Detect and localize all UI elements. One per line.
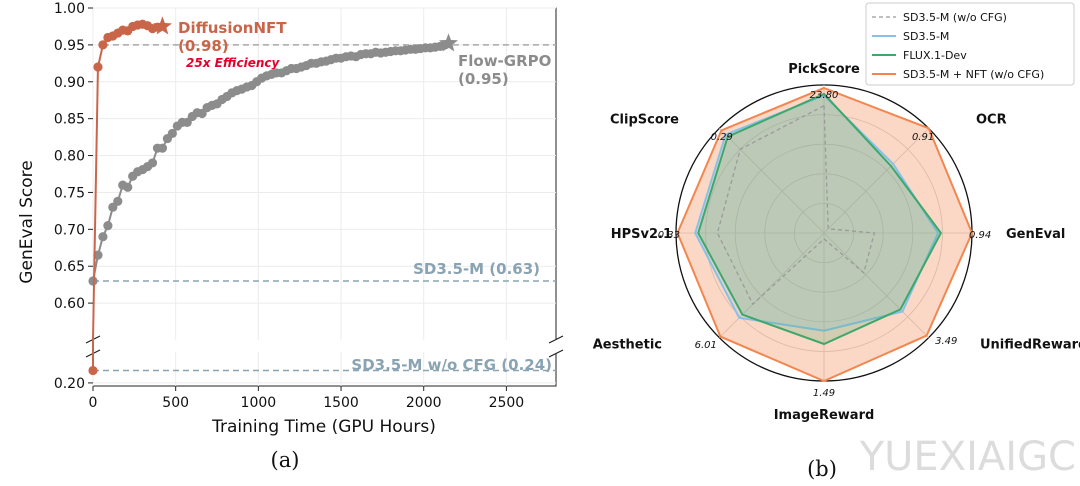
y-tick-label: 0.90 bbox=[54, 75, 85, 91]
radar-max-value-clipscore: 0.29 bbox=[711, 132, 733, 143]
y-tick-label: 0.80 bbox=[54, 149, 85, 165]
radar-axis-labels: PickScore OCR GenEval UnifiedReward ImageRew… bbox=[593, 62, 1080, 423]
y-axis-label: GenEval Score bbox=[17, 160, 37, 283]
y-tick-label: 0.85 bbox=[54, 112, 85, 128]
radar-max-value-unifiedreward: 3.49 bbox=[935, 336, 957, 347]
x-tick-label: 1500 bbox=[323, 395, 359, 411]
series-grpo bbox=[88, 33, 458, 286]
watermark: YUEXIAIGC bbox=[859, 434, 1076, 480]
radar-series-sd35m-no-cfg bbox=[716, 104, 876, 306]
series-point-star bbox=[152, 16, 172, 35]
axis-break-gap bbox=[88, 339, 563, 353]
radar-axis-label-hpsv2: HPSv2.1 bbox=[611, 227, 672, 242]
series-nft bbox=[88, 16, 172, 376]
radar-max-value-geneval: 0.94 bbox=[969, 230, 991, 241]
sd35m-ref-label: SD3.5-M (0.63) bbox=[413, 260, 540, 278]
legend-label-sd35m: SD3.5-M bbox=[903, 30, 949, 43]
panel-b-radar: PickScore OCR GenEval UnifiedReward ImageRew… bbox=[593, 2, 1080, 481]
series-point bbox=[147, 158, 158, 168]
y-ticks: 1.00 0.95 0.90 0.85 0.80 0.75 0.70 0.65 0.60 0.20 bbox=[54, 1, 93, 392]
break-mark-right bbox=[548, 335, 564, 358]
radar-spoke bbox=[823, 232, 929, 338]
legend: SD3.5-M (w/o CFG) SD3.5-M FLUX.1-Dev SD3.5-… bbox=[865, 2, 1075, 86]
legend-label-flux1-dev: FLUX.1-Dev bbox=[903, 49, 967, 62]
x-tick-label: 1000 bbox=[241, 395, 277, 411]
series-point bbox=[157, 143, 168, 153]
radar-axis-label-imagereward: ImageReward bbox=[774, 408, 875, 423]
panel-a-chart: 1.00 0.95 0.90 0.85 0.80 0.75 0.70 0.65 0.60 0.20… bbox=[17, 1, 564, 472]
series-layer bbox=[88, 16, 458, 376]
series-point bbox=[113, 196, 123, 206]
series-point bbox=[103, 221, 113, 231]
radar-axis-label-geneval: GenEval bbox=[1006, 227, 1065, 242]
x-tick-label: 0 bbox=[89, 395, 98, 411]
grpo-series-value: (0.95) bbox=[458, 70, 509, 88]
radar-max-value-pickscore: 23.80 bbox=[810, 90, 839, 101]
panel-b-caption: (b) bbox=[807, 457, 837, 481]
legend-box bbox=[865, 2, 1075, 86]
panel-a-caption: (a) bbox=[271, 448, 300, 472]
series-point bbox=[98, 232, 108, 242]
y-tick-label: 0.95 bbox=[54, 38, 85, 54]
radar-series-flux1-dev bbox=[697, 92, 943, 346]
radar-max-value-aesthetic: 6.01 bbox=[695, 340, 717, 351]
grpo-series-name: Flow-GRPO bbox=[458, 52, 551, 70]
y-tick-label: 0.60 bbox=[54, 296, 85, 312]
x-tick-label: 2500 bbox=[489, 395, 525, 411]
lower-axes-frame bbox=[92, 351, 557, 387]
y-tick-label: 0.65 bbox=[54, 259, 85, 275]
y-tick-label: 0.20 bbox=[54, 376, 85, 392]
sd35m-nocfg-ref-label: SD3.5-M w/o CFG (0.24) bbox=[351, 356, 552, 374]
x-ticks: 0 500 1000 1500 2000 2500 bbox=[89, 386, 525, 411]
y-tick-label: 0.75 bbox=[54, 185, 85, 201]
series-point bbox=[88, 365, 98, 376]
radar-axis-label-ocr: OCR bbox=[976, 112, 1007, 127]
radar-max-value-ocr: 0.91 bbox=[912, 132, 934, 143]
radar-axis-label-unifiedreward: UnifiedReward bbox=[980, 337, 1080, 352]
radar-spoke bbox=[719, 128, 825, 234]
radar-max-value-labels: 23.80 0.91 0.94 3.49 1.49 6.01 0.33 0.29 bbox=[658, 90, 992, 399]
x-tick-label: 500 bbox=[162, 395, 189, 411]
series-point bbox=[167, 128, 177, 139]
x-axis-label: Training Time (GPU Hours) bbox=[211, 417, 436, 437]
radar-max-value-hpsv2: 0.33 bbox=[658, 230, 680, 241]
nft-series-name: DiffusionNFT bbox=[178, 19, 287, 37]
series-point bbox=[93, 250, 103, 260]
series-connector bbox=[92, 67, 99, 341]
radar-spoke bbox=[823, 128, 929, 234]
reference-lines bbox=[93, 44, 556, 372]
radar-spoke bbox=[719, 232, 825, 338]
y-tick-label: 1.00 bbox=[54, 1, 85, 17]
y-tick-label: 0.70 bbox=[54, 222, 85, 238]
series-point bbox=[123, 182, 133, 192]
legend-label-sd35m-nft: SD3.5-M + NFT (w/o CFG) bbox=[903, 68, 1044, 81]
radar-max-value-imagereward: 1.49 bbox=[813, 388, 835, 399]
radar-axis-label-aesthetic: Aesthetic bbox=[593, 337, 662, 352]
nft-series-value: (0.98) bbox=[178, 37, 229, 55]
series-point bbox=[98, 40, 108, 50]
radar-series-sd35m-nft bbox=[676, 86, 974, 383]
series-point bbox=[93, 62, 103, 72]
efficiency-annotation: 25x Efficiency bbox=[186, 56, 280, 70]
radar-series bbox=[676, 86, 974, 383]
radar-series-sd35m bbox=[694, 94, 940, 332]
radar-axis-label-clipscore: ClipScore bbox=[610, 112, 679, 127]
series-point bbox=[88, 276, 98, 286]
x-tick-label: 2000 bbox=[406, 395, 442, 411]
series-labels: DiffusionNFT (0.98) 25x Efficiency Flow-… bbox=[178, 19, 552, 374]
radar-axis-label-pickscore: PickScore bbox=[788, 62, 860, 77]
series-point-star bbox=[439, 33, 458, 52]
grid bbox=[92, 7, 556, 386]
legend-label-sd35m-no-cfg: SD3.5-M (w/o CFG) bbox=[903, 11, 1007, 24]
